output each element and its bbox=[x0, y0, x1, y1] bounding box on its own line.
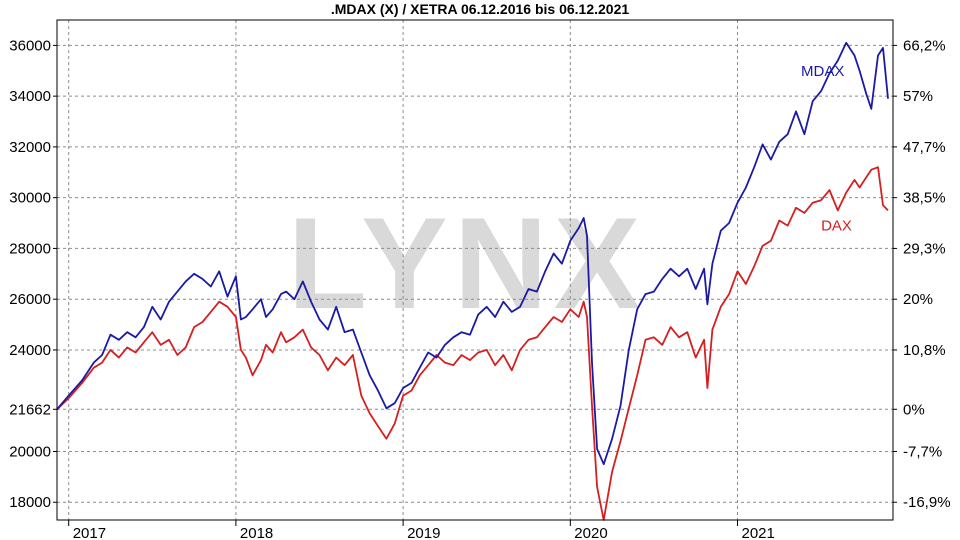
plot-area-border bbox=[56, 19, 894, 521]
y-right-tick-label: 20% bbox=[903, 291, 933, 308]
y-left-tick-label: 34000 bbox=[9, 88, 51, 105]
y-left-tick-label: 21662 bbox=[9, 401, 51, 418]
series-labels: MDAX DAX bbox=[801, 63, 852, 235]
watermark-text: LYNX bbox=[288, 190, 647, 336]
y-right-tick-label: 57% bbox=[903, 88, 933, 105]
x-tick-label: 2017 bbox=[73, 525, 106, 540]
y-axis-left: 18000 20000 21662 24000 26000 28000 30000 32000… bbox=[9, 37, 57, 511]
series-label-dax: DAX bbox=[821, 218, 852, 235]
y-right-tick-label: 29,3% bbox=[903, 240, 946, 257]
x-tick-label: 2021 bbox=[742, 525, 775, 540]
series-layer bbox=[56, 41, 889, 521]
grid bbox=[57, 20, 893, 520]
y-left-tick-label: 18000 bbox=[9, 494, 51, 511]
y-left-tick-label: 30000 bbox=[9, 190, 51, 207]
series-line-dax bbox=[56, 166, 889, 521]
series-line-mdax bbox=[56, 41, 889, 466]
y-left-tick-label: 32000 bbox=[9, 139, 51, 156]
y-left-tick-label: 26000 bbox=[9, 291, 51, 308]
y-left-tick-label: 28000 bbox=[9, 240, 51, 257]
series-label-mdax: MDAX bbox=[801, 63, 844, 80]
y-right-tick-label: 0% bbox=[903, 401, 925, 418]
x-tick-label: 2019 bbox=[407, 525, 440, 540]
y-right-tick-label: 10,8% bbox=[903, 342, 946, 359]
x-axis: 2017 2018 2019 2020 2021 bbox=[68, 520, 775, 540]
y-left-tick-label: 20000 bbox=[9, 443, 51, 460]
chart-title: .MDAX (X) / XETRA 06.12.2016 bis 06.12.2… bbox=[331, 1, 630, 17]
y-right-tick-label: 66,2% bbox=[903, 37, 946, 54]
y-axis-right: -16,9% -7,7% 0% 10,8% 20% 29,3% 38,5% 47,7% 57% 6… bbox=[893, 37, 951, 511]
y-left-tick-label: 36000 bbox=[9, 37, 51, 54]
y-right-tick-label: 38,5% bbox=[903, 190, 946, 207]
x-tick-label: 2018 bbox=[240, 525, 273, 540]
y-right-tick-label: -7,7% bbox=[903, 443, 942, 460]
y-left-tick-label: 24000 bbox=[9, 342, 51, 359]
y-right-tick-label: -16,9% bbox=[903, 494, 951, 511]
y-right-tick-label: 47,7% bbox=[903, 139, 946, 156]
x-tick-label: 2020 bbox=[574, 525, 607, 540]
